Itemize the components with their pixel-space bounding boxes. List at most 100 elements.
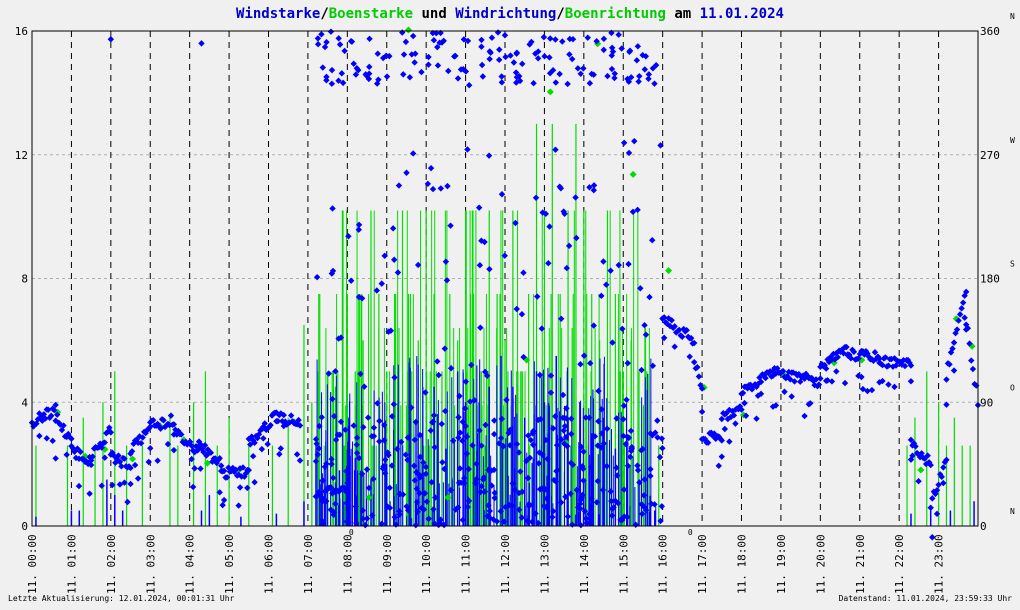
wind-direction-point [577, 496, 584, 504]
wind-direction-point [416, 474, 424, 481]
wind-direction-point [435, 371, 442, 379]
wind-direction-point [506, 442, 514, 449]
title-am: am [666, 6, 700, 22]
wind-direction-point [573, 234, 580, 242]
wind-direction-point [330, 511, 337, 518]
wind-direction-point [418, 504, 425, 512]
wind-direction-point [343, 499, 350, 507]
y-left-tick-label: 4 [21, 396, 28, 409]
wind-direction-point [598, 444, 605, 451]
y-right-tick-label: 90 [980, 396, 993, 409]
wind-direction-point [429, 419, 436, 426]
wind-direction-point [683, 326, 690, 334]
wind-direction-point [52, 401, 59, 409]
wind-direction-point [498, 79, 506, 86]
wind-direction-point [534, 55, 542, 62]
wind-direction-point [638, 510, 646, 518]
wind-direction-point [546, 70, 554, 77]
wind-direction-point [461, 405, 469, 412]
wind-direction-point [75, 482, 83, 490]
wind-direction-point [495, 440, 503, 447]
wind-direction-point [560, 208, 567, 215]
gust-direction-point [665, 267, 673, 275]
wind-direction-point [500, 442, 507, 450]
wind-direction-point [675, 326, 683, 334]
wind-direction-point [327, 28, 335, 35]
wind-direction-point [416, 431, 424, 439]
wind-direction-point [562, 415, 570, 422]
wind-direction-point [464, 146, 471, 153]
wind-direction-point [540, 502, 548, 510]
wind-direction-point [640, 492, 648, 499]
wind-direction-point [134, 475, 142, 482]
wind-direction-point [296, 457, 304, 464]
wind-direction-point [410, 462, 418, 470]
wind-direction-point [363, 515, 371, 522]
wind-direction-point [513, 50, 520, 57]
wind-direction-point [411, 59, 418, 66]
wind-direction-point [433, 30, 440, 37]
wind-direction-point [413, 485, 421, 492]
wind-direction-point [559, 391, 567, 399]
wind-direction-point [332, 436, 340, 444]
wind-direction-point [350, 422, 357, 429]
wind-direction-point [787, 376, 794, 383]
wind-direction-point [612, 497, 619, 505]
wind-direction-point [697, 381, 704, 389]
wind-direction-point [398, 438, 405, 446]
wind-direction-point [936, 471, 944, 478]
wind-direction-point [849, 346, 856, 354]
wind-direction-point [389, 225, 397, 232]
wind-direction-point [314, 35, 322, 42]
wind-direction-point [315, 445, 323, 452]
wind-direction-point [353, 449, 361, 457]
y-right-tick-label: 360 [980, 25, 1000, 38]
wind-direction-point [468, 361, 475, 369]
wind-direction-point [462, 422, 469, 430]
x-tick-label: 11. 01:00 [65, 534, 78, 594]
wind-direction-point [465, 465, 472, 473]
wind-direction-point [332, 368, 339, 375]
wind-direction-point [430, 506, 437, 513]
wind-direction-point [732, 420, 739, 427]
title-boenstarke: Boenstarke [329, 6, 413, 22]
wind-direction-point [824, 356, 831, 363]
wind-direction-point [859, 385, 867, 393]
wind-direction-point [413, 498, 421, 506]
wind-direction-point [897, 358, 904, 366]
wind-direction-point [712, 435, 719, 443]
wind-direction-point [588, 70, 595, 78]
wind-direction-point [870, 357, 877, 364]
wind-direction-point [568, 430, 575, 438]
wind-direction-point [455, 479, 463, 487]
wind-direction-point [400, 71, 407, 78]
wind-direction-point [526, 41, 533, 48]
wind-direction-point [258, 445, 266, 453]
wind-direction-point [412, 50, 419, 57]
wind-direction-point [518, 488, 526, 496]
y-left-tick-label: 16 [15, 25, 28, 38]
wind-direction-point [968, 357, 975, 364]
wind-direction-point [618, 45, 625, 52]
wind-direction-point [50, 406, 58, 414]
wind-direction-point [399, 491, 407, 498]
wind-direction-point [891, 383, 898, 391]
wind-direction-point [927, 504, 934, 511]
wind-direction-point [620, 486, 628, 493]
wind-direction-point [277, 445, 285, 452]
wind-direction-point [469, 442, 476, 449]
wind-direction-point [698, 385, 706, 392]
wind-direction-point [178, 431, 185, 438]
wind-direction-point [497, 507, 504, 515]
wind-direction-point [847, 355, 855, 362]
wind-direction-point [882, 354, 889, 361]
wind-direction-point [150, 416, 157, 424]
wind-direction-point [83, 458, 90, 465]
wind-direction-point [413, 469, 420, 476]
wind-direction-point [562, 433, 570, 441]
wind-direction-point [121, 479, 128, 486]
wind-direction-point [855, 372, 862, 380]
wind-direction-point [513, 74, 521, 81]
wind-direction-point [440, 37, 447, 45]
